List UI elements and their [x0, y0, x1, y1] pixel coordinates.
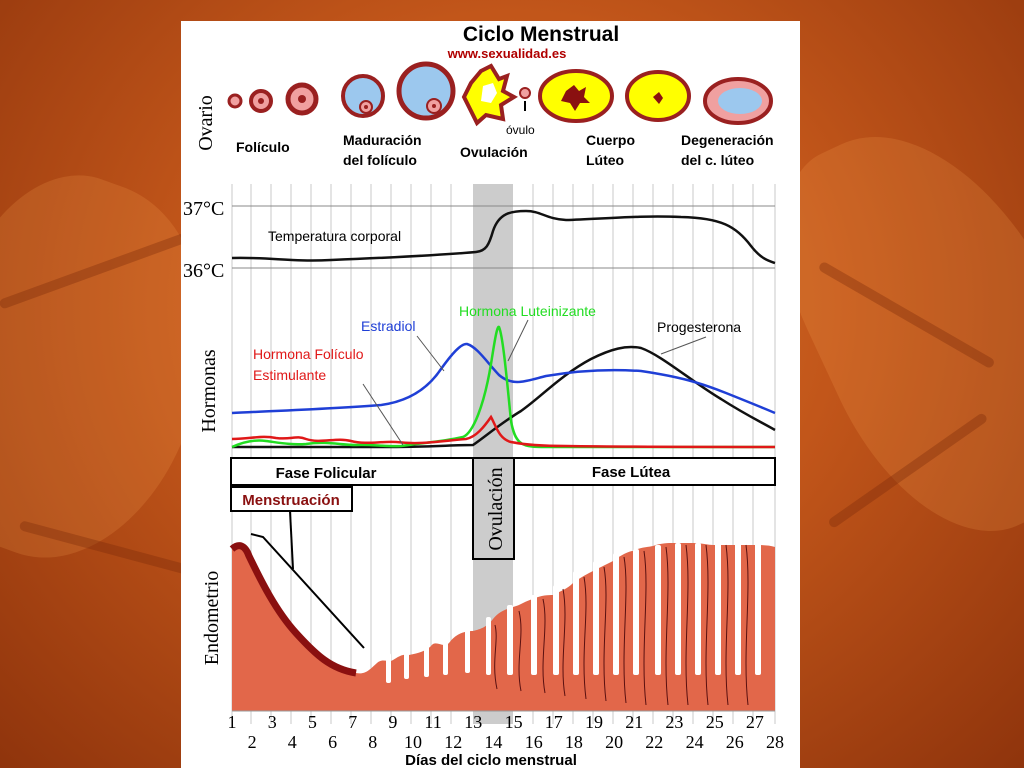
day-tick-label: 12 [444, 732, 462, 752]
luteal-phase-box [513, 457, 776, 486]
day-tick-label: 28 [766, 732, 784, 752]
day-tick-label: 6 [328, 732, 337, 752]
menstruation-pointer [289, 510, 294, 570]
day-tick-label: 20 [605, 732, 623, 752]
temp-label-36: 36°C [183, 260, 224, 282]
follicle-icons [227, 82, 319, 116]
day-tick-label: 16 [525, 732, 543, 752]
endometrium [229, 542, 775, 711]
stage-label-degeneration: Degeneración [681, 132, 774, 148]
temperature-curve-label: Temperatura corporal [268, 228, 401, 244]
section-label-ovary: Ovario [195, 95, 217, 151]
menstrual-cycle-diagram: Ciclo Menstrual www.sexualidad.es Ovario… [181, 21, 800, 768]
stage-label-follicle: Folículo [236, 139, 290, 155]
lh-curve [231, 325, 775, 449]
day-tick-label: 5 [308, 712, 317, 732]
day-tick-label: 8 [368, 732, 377, 752]
diagram-title: Ciclo Menstrual [463, 23, 619, 46]
day-tick-label: 17 [545, 712, 563, 732]
day-tick-label: 13 [464, 712, 482, 732]
corpus-luteum-icons [538, 69, 691, 123]
stage-label-maturation-2: del folículo [343, 152, 417, 168]
fsh-curve [231, 414, 776, 449]
day-tick-label: 18 [565, 732, 583, 752]
day-tick-label: 25 [706, 712, 724, 732]
progesterone-pointer [660, 336, 707, 355]
fsh-pointer [362, 383, 404, 446]
stage-label-ovum: óvulo [506, 123, 535, 137]
lh-pointer [507, 319, 529, 362]
day-tick-label: 3 [268, 712, 277, 732]
stage-label-degeneration-2: del c. lúteo [681, 152, 754, 168]
estradiol-pointer [416, 335, 445, 372]
day-tick-label: 2 [248, 732, 257, 752]
x-axis-title: Días del ciclo menstrual [405, 752, 577, 768]
stage-label-corpus-luteum: Cuerpo [586, 132, 635, 148]
day-tick-label: 10 [404, 732, 422, 752]
ovulation-icon [461, 63, 531, 127]
luteal-phase-label: Fase Lútea [592, 464, 671, 481]
temperature-curve [231, 209, 776, 265]
day-tick-label: 15 [505, 712, 523, 732]
day-tick-label: 21 [625, 712, 643, 732]
follicle-maturation-icons [341, 61, 456, 121]
day-tick-label: 24 [686, 732, 704, 752]
day-tick-label: 19 [585, 712, 603, 732]
progesterone-label: Progesterona [657, 319, 741, 335]
stage-label-maturation: Maduración [343, 132, 422, 148]
day-tick-label: 9 [388, 712, 397, 732]
day-tick-label: 22 [645, 732, 663, 752]
ovulation-box [472, 457, 515, 560]
menstruation-box [230, 486, 353, 512]
stage-label-ovulation: Ovulación [460, 144, 528, 160]
lh-label: Hormona Luteinizante [459, 303, 596, 319]
day-tick-label: 11 [424, 712, 441, 732]
fsh-label-2: Estimulante [253, 367, 326, 383]
section-label-hormones: Hormonas [198, 349, 220, 433]
diagram-svg: Ciclo Menstrual www.sexualidad.es Ovario… [183, 23, 785, 768]
estradiol-label: Estradiol [361, 318, 415, 334]
source-url: www.sexualidad.es [447, 46, 567, 61]
section-label-endometrium: Endometrio [201, 571, 223, 665]
day-tick-label: 14 [484, 732, 502, 752]
day-tick-label: 7 [348, 712, 357, 732]
temp-label-37: 37°C [183, 198, 224, 220]
ovulation-box-label: Ovulación [485, 467, 507, 550]
day-ticks: 1234567891011121314151617181920212223242… [228, 712, 785, 752]
menstruation-label: Menstruación [242, 492, 340, 509]
luteum-degeneration-icon [703, 77, 773, 125]
day-tick-label: 23 [665, 712, 683, 732]
estradiol-curve [231, 342, 776, 415]
day-tick-label: 4 [288, 732, 297, 752]
stage-label-corpus-luteum-2: Lúteo [586, 152, 624, 168]
follicular-phase-label: Fase Folicular [276, 465, 377, 482]
day-tick-label: 26 [726, 732, 744, 752]
menstruation-bracket [250, 533, 365, 649]
fsh-label: Hormona Folículo [253, 346, 364, 362]
day-tick-label: 27 [746, 712, 764, 732]
day-tick-label: 1 [228, 712, 237, 732]
